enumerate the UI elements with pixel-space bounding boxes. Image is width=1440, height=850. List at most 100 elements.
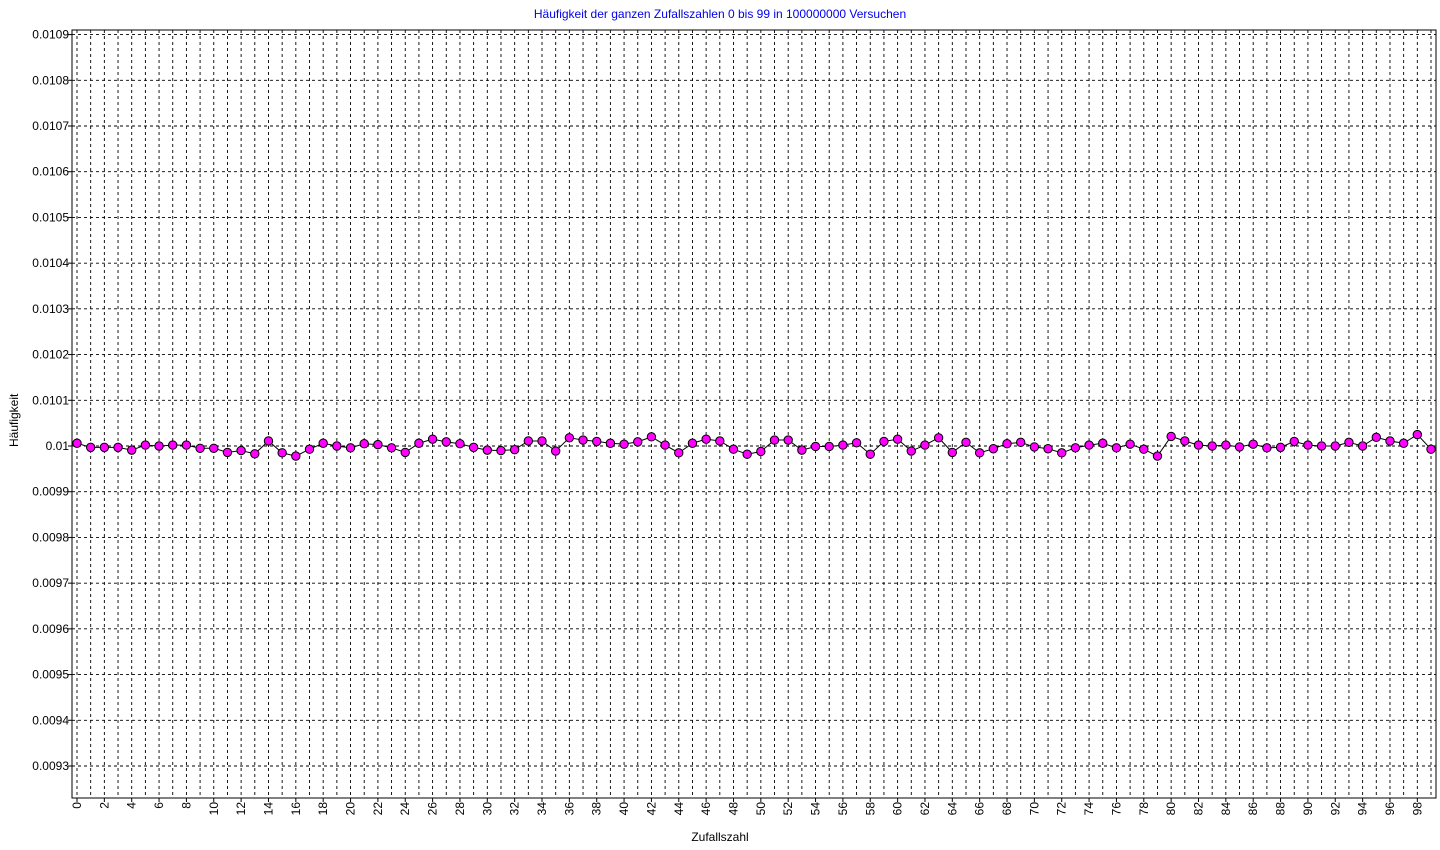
data-point: [359, 439, 369, 449]
data-point: [1180, 436, 1190, 446]
data-point: [72, 438, 82, 448]
x-tick-label: 82: [1191, 802, 1205, 816]
data-point: [482, 445, 493, 455]
data-point: [906, 446, 916, 456]
x-tick-label: 10: [207, 802, 221, 816]
data-point: [140, 440, 151, 450]
x-tick-label: 20: [344, 802, 358, 816]
data-point: [1029, 442, 1040, 452]
x-tick-label: 54: [809, 802, 823, 816]
data-point: [209, 443, 219, 453]
data-point: [414, 438, 424, 448]
x-tick-label: 92: [1328, 802, 1342, 816]
data-point: [236, 445, 246, 456]
y-tick-label: 0.0102: [32, 348, 69, 362]
x-tick-label: 2: [97, 802, 111, 809]
x-tick-label: 28: [453, 802, 467, 816]
data-point: [933, 433, 944, 443]
data-point: [1385, 436, 1395, 446]
x-tick-label: 34: [535, 802, 549, 816]
data-point: [756, 446, 766, 457]
y-tick-label: 0.0097: [32, 576, 69, 590]
data-point: [892, 434, 903, 444]
y-tick-label: 0.0096: [32, 622, 69, 636]
data-point: [865, 449, 875, 459]
y-tick-label: 0.0095: [32, 668, 69, 682]
x-tick-label: 86: [1246, 802, 1260, 816]
data-point: [523, 436, 534, 446]
data-point: [99, 442, 110, 453]
y-tick-label: 0.0094: [32, 713, 69, 727]
x-tick-label: 78: [1137, 802, 1151, 816]
x-tick-label: 12: [234, 802, 248, 816]
chart-title: Häufigkeit der ganzen Zufallszahlen 0 bi…: [533, 7, 907, 21]
data-point: [318, 438, 328, 448]
x-tick-label: 42: [644, 802, 658, 816]
x-tick-label: 90: [1301, 802, 1315, 816]
x-tick-label: 44: [672, 802, 686, 816]
x-tick-label: 22: [371, 802, 385, 816]
data-point: [1344, 437, 1354, 448]
data-point: [769, 435, 780, 445]
data-point: [1303, 440, 1313, 450]
data-point: [1412, 429, 1423, 440]
data-point: [660, 440, 670, 450]
x-tick-label: 0: [70, 802, 84, 809]
data-point: [113, 442, 123, 453]
x-tick-label: 88: [1274, 802, 1288, 816]
y-tick-label: 0.0108: [32, 73, 69, 87]
x-tick-label: 46: [699, 802, 713, 816]
data-point: [578, 435, 588, 445]
data-point: [455, 439, 465, 449]
data-point: [1262, 443, 1272, 453]
data-point: [496, 445, 506, 456]
data-point: [345, 443, 356, 453]
x-tick-label: 60: [891, 802, 905, 816]
data-point: [181, 440, 192, 450]
x-tick-label: 36: [562, 802, 576, 816]
x-tick-label: 80: [1164, 802, 1178, 816]
data-point: [1070, 443, 1081, 453]
x-tick-label: 4: [125, 802, 139, 809]
data-point: [1193, 440, 1204, 450]
data-point: [386, 443, 397, 453]
data-point: [564, 433, 575, 443]
data-point: [974, 448, 985, 458]
x-tick-label: 96: [1383, 802, 1397, 816]
data-point: [838, 440, 848, 450]
data-point: [154, 441, 164, 451]
data-point: [85, 442, 96, 453]
x-tick-label: 72: [1055, 802, 1069, 816]
data-point: [810, 441, 821, 452]
y-tick-label: 0.0107: [32, 119, 69, 133]
x-tick-label: 66: [973, 802, 987, 816]
x-tick-label: 50: [754, 802, 768, 816]
y-tick-label: 0.0101: [32, 393, 69, 407]
data-point: [1166, 431, 1176, 442]
y-tick-label: 0.0104: [32, 256, 69, 270]
data-point: [1057, 448, 1067, 458]
x-tick-label: 76: [1109, 802, 1123, 816]
y-tick-label: 0.0105: [32, 210, 69, 224]
data-point: [550, 446, 561, 456]
x-tick-label: 8: [179, 802, 193, 809]
x-tick-label: 52: [781, 802, 795, 816]
data-point: [304, 444, 315, 454]
data-point: [1426, 444, 1436, 454]
x-tick-label: 48: [726, 802, 740, 816]
plot-frame: [71, 29, 1437, 799]
data-point: [783, 435, 793, 445]
data-point: [920, 440, 930, 450]
x-tick-label: 14: [261, 802, 275, 816]
data-point: [988, 444, 999, 454]
data-point: [715, 436, 725, 446]
data-point: [728, 444, 739, 454]
data-point: [592, 436, 602, 447]
x-tick-label: 32: [508, 802, 522, 816]
data-point: [1015, 437, 1026, 448]
data-point: [701, 434, 711, 444]
data-point: [1221, 440, 1231, 450]
x-tick-label: 98: [1410, 802, 1424, 816]
